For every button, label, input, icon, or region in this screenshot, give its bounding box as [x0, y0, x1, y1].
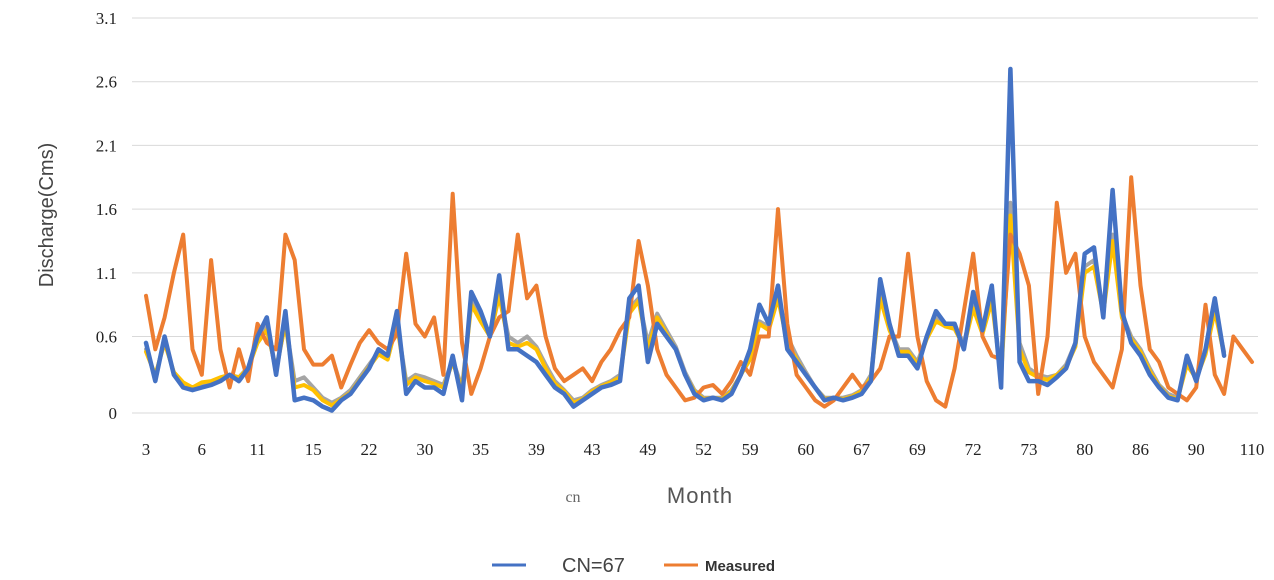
series-lines: [143, 66, 1254, 413]
x-tick-label: 49: [639, 440, 656, 459]
x-tick-label: 52: [695, 440, 712, 459]
x-tick-label: 72: [965, 440, 982, 459]
y-tick-label: 1.6: [96, 200, 117, 219]
x-tick-labels: 3 6 11 15 22 30 35 39 43 49 52 59 60 67 69 72 73 80 86 90 11…: [142, 440, 1265, 459]
x-tick-label: 30: [416, 440, 433, 459]
gridlines: [132, 17, 1258, 414]
x-tick-label: 3: [142, 440, 151, 459]
x-tick-label: 69: [909, 440, 926, 459]
x-tick-label: 86: [1132, 440, 1149, 459]
x-tick-label: 22: [361, 440, 378, 459]
x-tick-label: 15: [305, 440, 322, 459]
x-tick-label: 35: [472, 440, 489, 459]
x-tick-label: 11: [249, 440, 265, 459]
x-tick-label: 60: [797, 440, 814, 459]
x-tick-label: 90: [1188, 440, 1205, 459]
y-axis-label: Discharge(Cms): [36, 143, 58, 287]
x-tick-label: 110: [1240, 440, 1265, 459]
y-tick-label: 2.6: [96, 73, 117, 92]
y-tick-label: 0: [109, 404, 118, 423]
legend: CN=67 Measured: [492, 555, 775, 577]
x-tick-label: 67: [853, 440, 871, 459]
legend-label-measured: Measured: [705, 558, 775, 575]
y-tick-labels: 0 0.6 1.1 1.6 2.1 2.6 3.1: [96, 9, 117, 423]
x-axis-label: Month: [667, 483, 733, 508]
y-tick-label: 3.1: [96, 9, 117, 28]
x-tick-label: 39: [528, 440, 545, 459]
series-line-cn67: [143, 66, 1227, 413]
y-tick-label: 1.1: [96, 264, 117, 283]
x-tick-label: 73: [1020, 440, 1037, 459]
x-tick-label: 59: [742, 440, 759, 459]
x-axis-sublabel: cn: [565, 489, 580, 506]
series-line-measured: [144, 175, 1254, 409]
x-tick-label: 43: [584, 440, 601, 459]
x-tick-label: 6: [198, 440, 207, 459]
legend-label-cn67: CN=67: [562, 555, 625, 577]
x-tick-label: 80: [1076, 440, 1093, 459]
y-tick-label: 2.1: [96, 136, 117, 155]
y-tick-label: 0.6: [96, 328, 117, 347]
